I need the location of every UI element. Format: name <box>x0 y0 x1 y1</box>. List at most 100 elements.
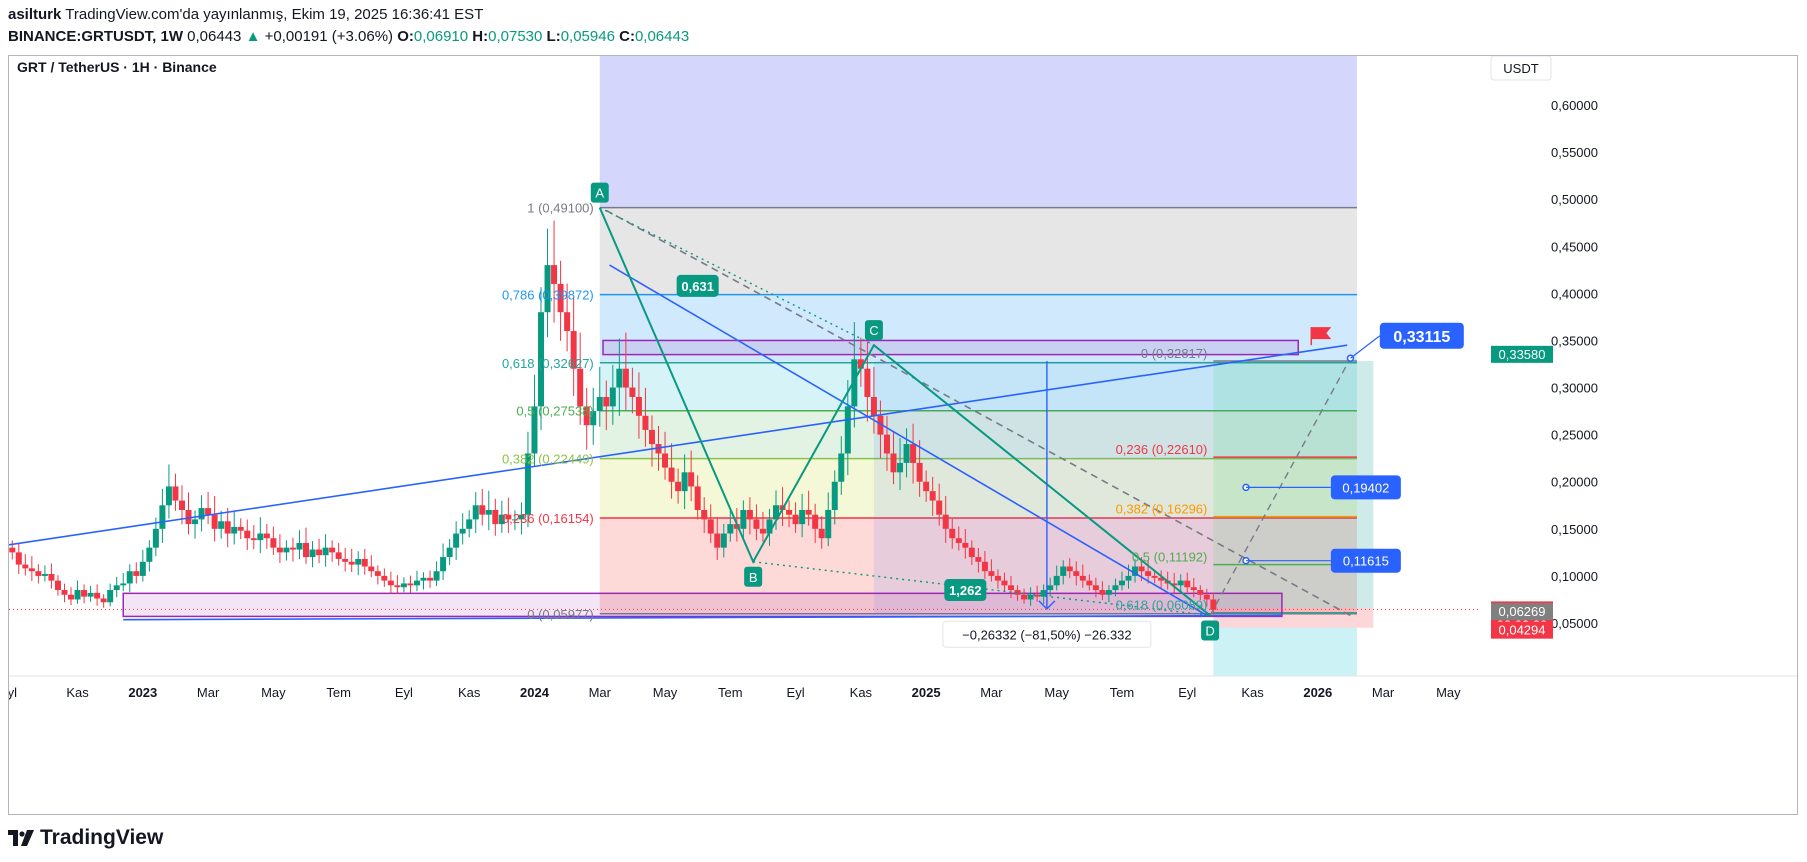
candle <box>1099 590 1106 595</box>
candle <box>309 549 316 558</box>
x-tick-label: Mar <box>197 685 220 700</box>
x-tick-label: 2026 <box>1303 685 1332 700</box>
candle <box>988 571 995 576</box>
pattern-point-badge <box>590 182 609 203</box>
candle <box>701 509 708 520</box>
candle <box>1073 571 1080 576</box>
tradingview-logo[interactable]: TradingView <box>8 826 163 850</box>
candle <box>100 598 107 603</box>
fib-level-label: 0,618 (0,32627) <box>502 356 594 371</box>
candle <box>1158 577 1165 581</box>
y-tick-label: 0,05000 <box>1551 616 1598 631</box>
fib-band-top <box>599 56 1357 208</box>
price-badge-label: 0,33580 <box>1499 347 1546 362</box>
candle <box>244 530 251 539</box>
candle <box>994 575 1001 581</box>
candle <box>407 583 414 586</box>
candle <box>511 519 518 521</box>
candle <box>877 415 884 435</box>
y-tick-label: 0,15000 <box>1551 522 1598 537</box>
candle <box>303 542 310 558</box>
x-tick-label: 2024 <box>520 685 550 700</box>
currency-button-label: USDT <box>1503 61 1538 76</box>
trendline-base <box>123 614 1282 621</box>
candle <box>531 406 538 454</box>
candle <box>342 558 349 562</box>
x-tick-label: Tem <box>1110 685 1135 700</box>
candle <box>289 547 296 550</box>
candle <box>165 486 172 506</box>
price-axis-bg <box>1481 56 1797 676</box>
measure-label-box <box>942 620 1152 648</box>
candle <box>1027 594 1034 600</box>
candle <box>394 585 401 588</box>
candle <box>28 568 35 572</box>
candle <box>746 509 753 520</box>
x-tick-label: May <box>1044 685 1069 700</box>
chart-canvas[interactable]: 1 (0,49100) 0,786 (0,39872) 0,618 (0,32627… <box>9 56 1797 814</box>
candle <box>498 514 505 525</box>
candle <box>250 538 257 541</box>
x-tick-label: Kas <box>458 685 481 700</box>
candle <box>126 571 133 584</box>
candle <box>890 453 897 473</box>
candle <box>185 509 192 525</box>
candle <box>740 509 747 529</box>
candle <box>603 396 610 407</box>
symbol-line: BINANCE:GRTUSDT, 1W 0,06443 ▲ +0,00191 (… <box>8 28 689 45</box>
candle <box>518 514 525 520</box>
candle <box>1151 575 1158 578</box>
candle <box>870 396 877 416</box>
candle <box>15 552 22 565</box>
candle <box>192 519 199 525</box>
fib-band <box>599 362 1357 411</box>
candle <box>224 521 231 534</box>
target-connector <box>1350 335 1381 359</box>
candle <box>113 585 120 591</box>
candle <box>466 519 473 529</box>
candle <box>1001 580 1008 586</box>
candle <box>812 514 819 529</box>
price-badge-label: 0,04294 <box>1499 623 1546 638</box>
candle <box>524 453 531 515</box>
candle <box>1184 580 1191 588</box>
candle <box>1060 566 1067 576</box>
author-name[interactable]: asilturk <box>8 6 62 23</box>
close-value: 0,06443 <box>634 28 690 45</box>
target-badge <box>1379 322 1464 349</box>
candle <box>975 557 982 562</box>
candle <box>453 533 460 548</box>
candle <box>694 486 701 510</box>
low-label: L: <box>546 28 561 45</box>
candle <box>400 583 407 588</box>
candle <box>355 558 362 565</box>
candle <box>178 500 185 510</box>
candle <box>981 561 988 572</box>
candle <box>962 542 969 548</box>
candle <box>675 481 682 492</box>
candle <box>851 359 858 407</box>
trendline-rising <box>9 344 1348 546</box>
x-tick-label: Tem <box>326 685 351 700</box>
extension-level-label: 0,382 (0,16296) <box>1116 502 1208 517</box>
candle <box>786 509 793 515</box>
x-tick-label: 2023 <box>128 685 157 700</box>
candle <box>81 590 88 597</box>
trendline-falling <box>609 264 1208 617</box>
support-zone <box>122 592 1283 618</box>
candle <box>1203 594 1210 600</box>
x-tick-label: Mar <box>589 685 612 700</box>
extension-level-label: 0,618 (0,06089) <box>1116 598 1208 613</box>
pattern-point-label: D <box>1205 623 1214 638</box>
target-label: 0,11615 <box>1343 554 1389 569</box>
candle <box>655 444 662 454</box>
candle <box>857 359 864 369</box>
x-tick-label: yl <box>9 685 17 700</box>
candle <box>883 434 890 454</box>
candle <box>296 542 303 550</box>
candle <box>805 509 812 515</box>
y-tick-label: 0,35000 <box>1551 333 1598 348</box>
candle <box>1066 566 1073 572</box>
currency-button <box>1490 56 1552 81</box>
candle <box>564 312 571 332</box>
